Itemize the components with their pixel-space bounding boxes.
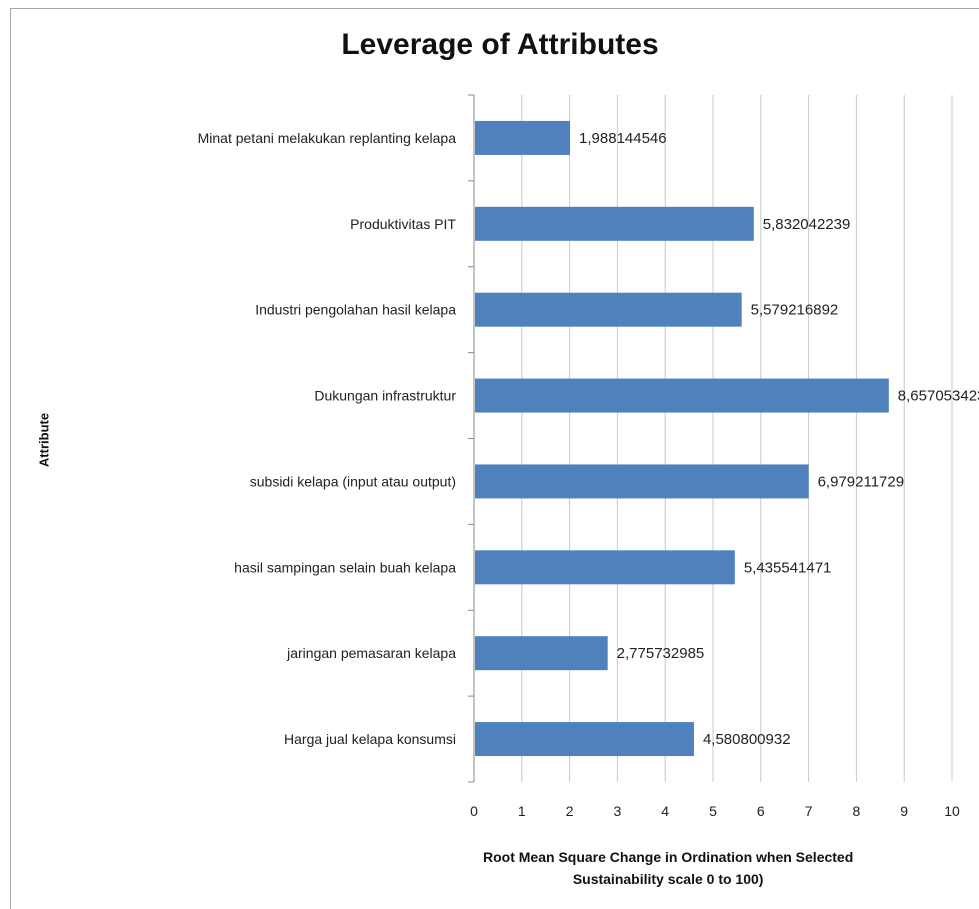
data-label: 4,580800932 [703, 731, 791, 748]
bars [475, 120, 889, 757]
category-label: Dukungan infrastruktur [314, 388, 456, 404]
bar [475, 206, 754, 241]
category-label: Industri pengolahan hasil kelapa [255, 302, 456, 318]
x-tick-label: 9 [900, 803, 908, 819]
x-tick-label: 6 [757, 803, 765, 819]
x-tick-label: 4 [661, 803, 669, 819]
data-label: 1,988144546 [579, 130, 667, 147]
data-label: 5,832042239 [763, 216, 851, 233]
x-tick-label: 8 [853, 803, 861, 819]
x-tick-label: 1 [518, 803, 526, 819]
data-label: 2,775732985 [617, 645, 705, 662]
x-axis-label: Root Mean Square Change in Ordination wh… [483, 849, 854, 887]
x-tick-label: 10 [944, 803, 960, 819]
chart-frame [10, 8, 979, 909]
data-label: 8,657053423 [898, 388, 979, 405]
bar [475, 722, 694, 757]
bar [475, 550, 735, 585]
category-label: subsidi kelapa (input atau output) [250, 473, 456, 489]
bar [475, 636, 608, 671]
x-tick-label: 5 [709, 803, 717, 819]
category-label: Minat petani melakukan replanting kelapa [198, 130, 457, 146]
chart-title: Leverage of Attributes [341, 28, 659, 61]
axes [468, 94, 475, 783]
x-tick-label: 3 [614, 803, 622, 819]
bar [475, 378, 889, 413]
x-tick-label: 0 [470, 803, 478, 819]
category-label: Harga jual kelapa konsumsi [284, 731, 456, 747]
data-label: 6,979211729 [818, 473, 904, 490]
category-label: hasil sampingan selain buah kelapa [234, 559, 456, 575]
bar [475, 120, 571, 155]
gridlines [521, 95, 953, 782]
x-tick-label: 7 [805, 803, 813, 819]
category-label: jaringan pemasaran kelapa [286, 645, 456, 661]
data-label: 5,579216892 [751, 302, 839, 319]
x-tick-label: 2 [566, 803, 574, 819]
labels: 0 1 2 3 4 5 6 7 8 9 10 Minat petani melakukan repla… [198, 130, 979, 819]
bar [475, 464, 809, 499]
bar [475, 292, 742, 327]
data-label: 5,435541471 [744, 559, 832, 576]
category-label: Produktivitas PIT [350, 216, 456, 232]
